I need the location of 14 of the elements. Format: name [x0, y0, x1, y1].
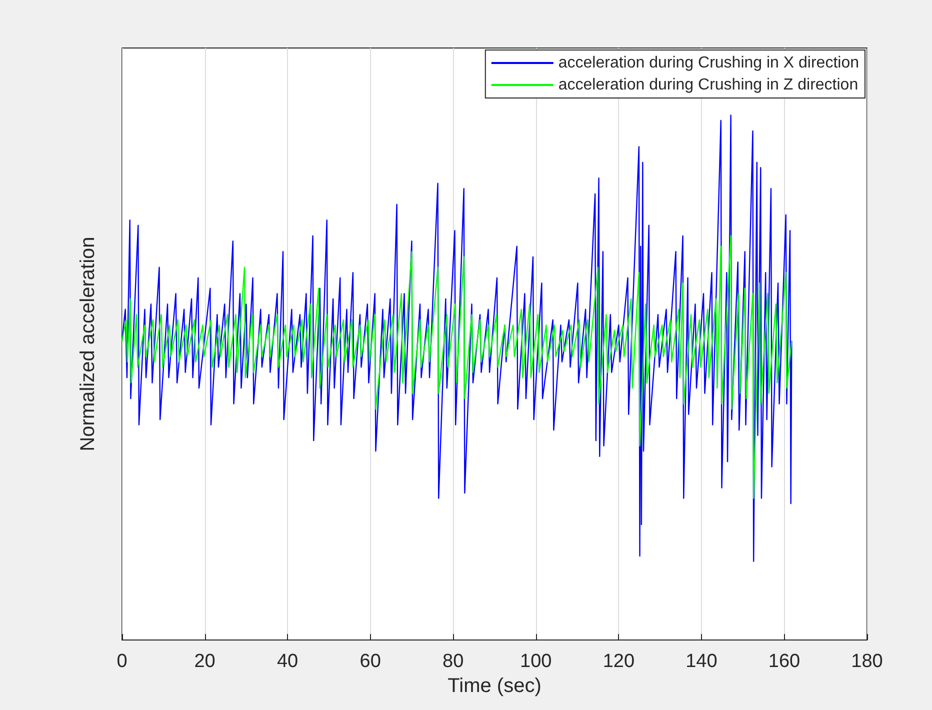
x-tick-label: 140 [686, 651, 718, 672]
x-tick-label: 40 [276, 651, 298, 672]
legend-label: acceleration during Crushing in Z direction [558, 76, 858, 94]
y-axis-title: Normalized acceleration [77, 236, 99, 452]
legend-label: acceleration during Crushing in X direction [558, 54, 859, 72]
x-tick-label: 60 [360, 651, 381, 672]
x-axis-title: Time (sec) [448, 675, 542, 697]
x-tick-label: 160 [768, 651, 800, 672]
x-tick-label: 20 [194, 651, 216, 672]
x-tick-label: 0 [116, 651, 128, 672]
x-tick-label: 100 [520, 651, 552, 672]
x-tick-label: 180 [851, 651, 883, 672]
x-tick-label: 80 [442, 651, 464, 672]
x-tick-label: 120 [602, 651, 635, 672]
